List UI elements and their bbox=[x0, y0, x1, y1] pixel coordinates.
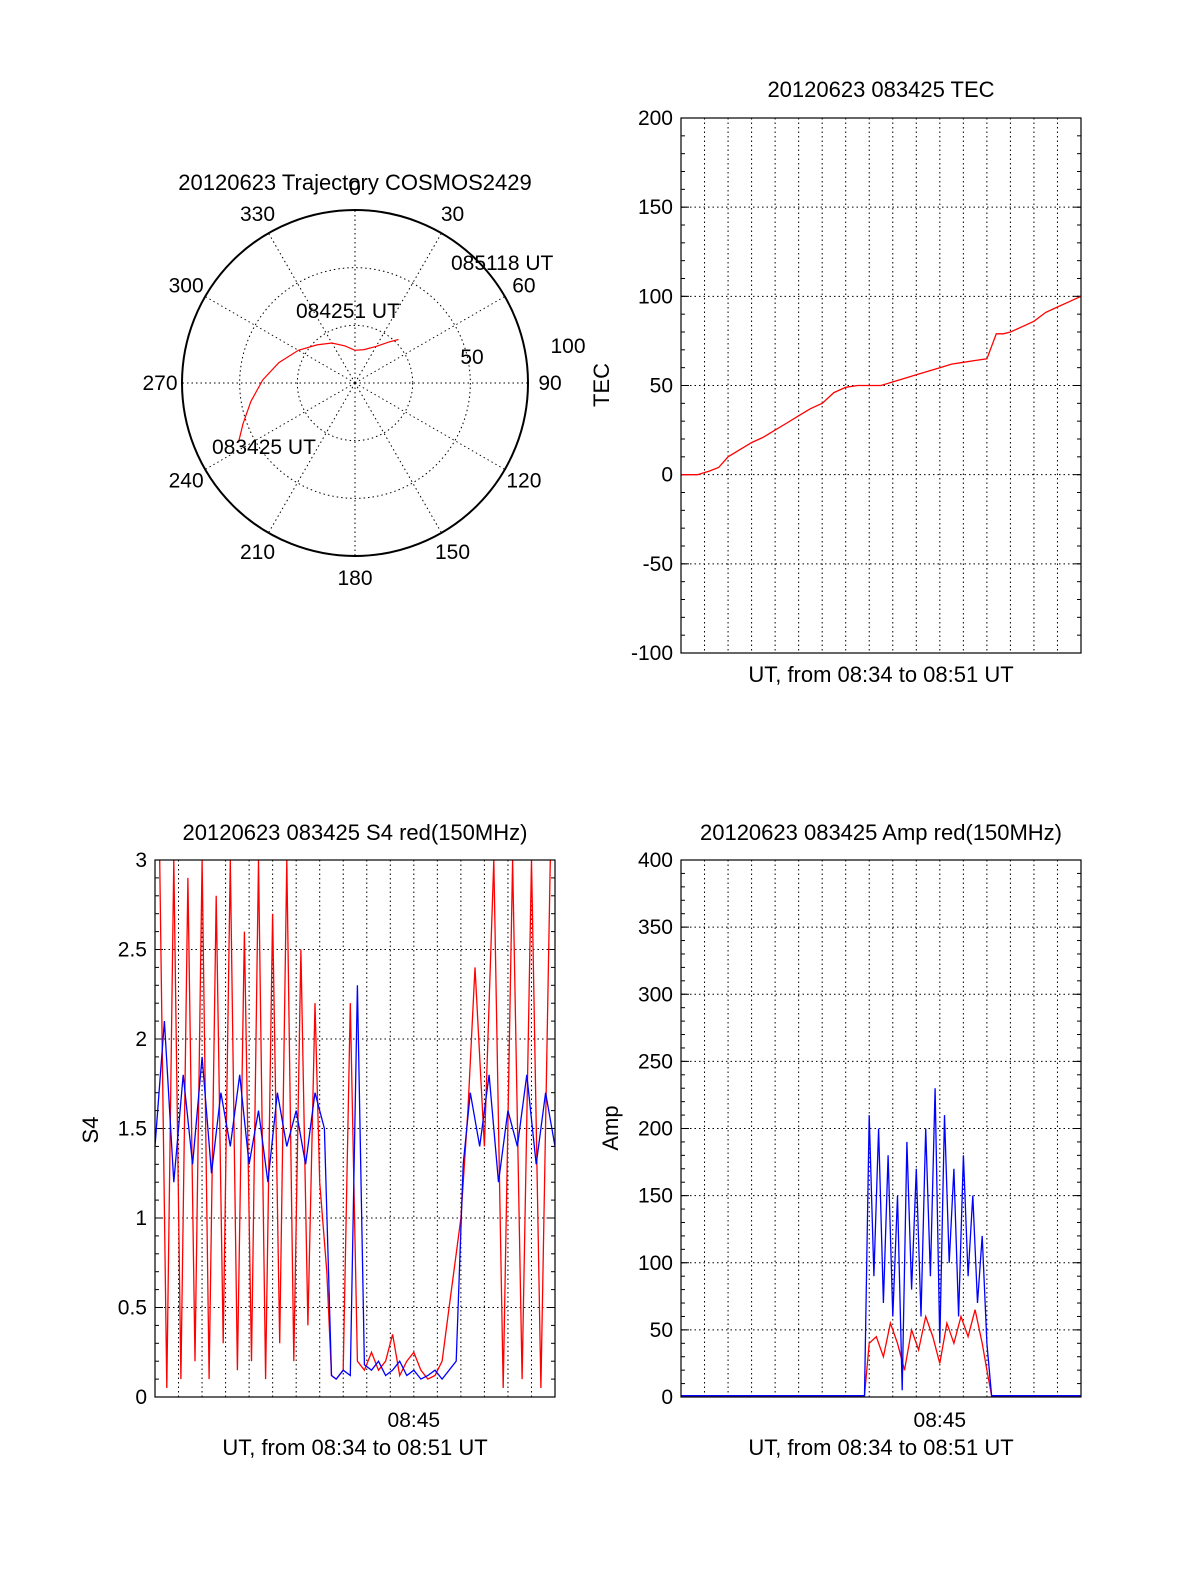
polar-ring-1 bbox=[239, 267, 471, 499]
y-axis-label: TEC bbox=[589, 363, 614, 407]
angle-label: 270 bbox=[142, 372, 177, 395]
y-tick-label: 0 bbox=[661, 464, 673, 487]
angle-label: 330 bbox=[240, 203, 275, 226]
y-axis-label: S4 bbox=[78, 1117, 103, 1144]
chart-title: 20120623 083425 Amp red(150MHz) bbox=[700, 820, 1062, 845]
angle-label: 210 bbox=[240, 541, 275, 564]
polar-spoke bbox=[354, 232, 442, 384]
x-axis-label: UT, from 08:34 to 08:51 UT bbox=[222, 1435, 487, 1460]
y-tick-labels: 400 350 300 250 200 150 100 50 0 bbox=[638, 849, 673, 1409]
y-axis-label: Amp bbox=[598, 1105, 623, 1150]
y-tick-labels: 3 2.5 2 1.5 1 0.5 0 bbox=[118, 849, 147, 1409]
chart-title: 20120623 Trajectory COSMOS2429 bbox=[178, 170, 531, 195]
x-tick-label: 08:45 bbox=[388, 1409, 441, 1432]
radius-label-50: 50 bbox=[460, 346, 483, 369]
plot-frame bbox=[680, 859, 1082, 1398]
y-tick-label: 0.5 bbox=[118, 1297, 147, 1320]
angle-label: 180 bbox=[337, 567, 372, 590]
polar-spoke bbox=[204, 382, 356, 470]
point-label-start: 083425 UT bbox=[212, 436, 316, 459]
polar-spoke bbox=[204, 296, 356, 384]
point-label-end: 085118 UT bbox=[451, 252, 554, 275]
x-axis-label: UT, from 08:34 to 08:51 UT bbox=[748, 662, 1013, 687]
grid-lines bbox=[155, 859, 555, 1398]
angle-label: 150 bbox=[435, 541, 470, 564]
y-tick-label: 150 bbox=[638, 1185, 673, 1208]
y-tick-label: 0 bbox=[661, 1386, 673, 1409]
y-tick-label: 2.5 bbox=[118, 939, 147, 962]
panel-trajectory: 20120623 Trajectory COSMOS2429 0 30 60 90 12… bbox=[142, 170, 585, 590]
y-tick-label: 200 bbox=[638, 1118, 673, 1141]
y-tick-label: 300 bbox=[638, 983, 673, 1006]
x-axis-label: UT, from 08:34 to 08:51 UT bbox=[748, 1435, 1013, 1460]
panel-amp: 20120623 083425 Amp red(150MHz) 400 350 30… bbox=[598, 820, 1082, 1460]
y-tick-labels: 200 150 100 50 0 -50 -100 bbox=[631, 107, 673, 665]
y-tick-label: 50 bbox=[650, 375, 673, 398]
panel-tec: 20120623 083425 TEC 200150100500-50-100 … bbox=[589, 77, 1082, 687]
angle-label: 90 bbox=[538, 372, 561, 395]
polar-spoke bbox=[268, 382, 356, 534]
y-tick-label: 200 bbox=[638, 107, 673, 130]
angle-label: 300 bbox=[169, 275, 204, 298]
y-tick-label: 3 bbox=[135, 849, 147, 872]
radius-label-100: 100 bbox=[550, 335, 585, 358]
plot-frame bbox=[154, 859, 556, 1398]
polar-angle-labels: 0 30 60 90 120 150 180 210 240 270 300 330 bbox=[142, 177, 561, 590]
y-tick-label: 50 bbox=[650, 1319, 673, 1342]
polar-grid bbox=[182, 210, 528, 556]
y-tick-label: 100 bbox=[638, 1252, 673, 1275]
y-tick-label: 1.5 bbox=[118, 1118, 147, 1141]
polar-spoke bbox=[268, 232, 356, 384]
panel-s4: 20120623 083425 S4 red(150MHz) 3 2.5 2 1.5 1… bbox=[78, 820, 556, 1460]
series-line-red bbox=[681, 1309, 1081, 1397]
y-tick-label: -100 bbox=[631, 642, 673, 665]
angle-label: 60 bbox=[512, 275, 535, 298]
chart-title: 20120623 083425 S4 red(150MHz) bbox=[183, 820, 528, 845]
angle-label: 0 bbox=[349, 177, 361, 200]
series-layer bbox=[681, 1088, 1081, 1397]
y-tick-label: 150 bbox=[638, 196, 673, 219]
y-tick-label: 350 bbox=[638, 916, 673, 939]
y-tick-label: 400 bbox=[638, 849, 673, 872]
series-line-blue bbox=[681, 1088, 1081, 1397]
chart-title: 20120623 083425 TEC bbox=[767, 77, 994, 102]
y-tick-label: 2 bbox=[135, 1028, 147, 1051]
y-tick-label: -50 bbox=[643, 553, 673, 576]
y-tick-label: 0 bbox=[135, 1386, 147, 1409]
angle-label: 30 bbox=[441, 203, 464, 226]
angle-label: 240 bbox=[169, 470, 204, 493]
polar-spoke bbox=[354, 382, 442, 534]
polar-spoke bbox=[354, 296, 506, 384]
polar-spoke bbox=[354, 382, 506, 470]
series-line-0 bbox=[681, 295, 1082, 476]
series-line-blue bbox=[154, 985, 556, 1381]
trajectory-line bbox=[237, 338, 399, 443]
y-tick-label: 100 bbox=[638, 285, 673, 308]
x-tick-labels: 08:45 bbox=[914, 1409, 967, 1432]
angle-label: 120 bbox=[506, 470, 541, 493]
polar-ring-0 bbox=[296, 324, 414, 442]
series-layer bbox=[681, 295, 1082, 476]
point-label-mid: 084251 UT bbox=[296, 300, 400, 323]
grid-lines bbox=[681, 117, 1081, 654]
y-tick-label: 250 bbox=[638, 1050, 673, 1073]
y-tick-label: 1 bbox=[135, 1207, 147, 1230]
x-tick-labels: 08:45 bbox=[388, 1409, 441, 1432]
series-layer bbox=[154, 859, 556, 1389]
plot-frame bbox=[680, 117, 1082, 654]
grid-lines bbox=[681, 859, 1081, 1398]
polar-outer-ring bbox=[181, 209, 529, 557]
x-tick-label: 08:45 bbox=[914, 1409, 967, 1432]
